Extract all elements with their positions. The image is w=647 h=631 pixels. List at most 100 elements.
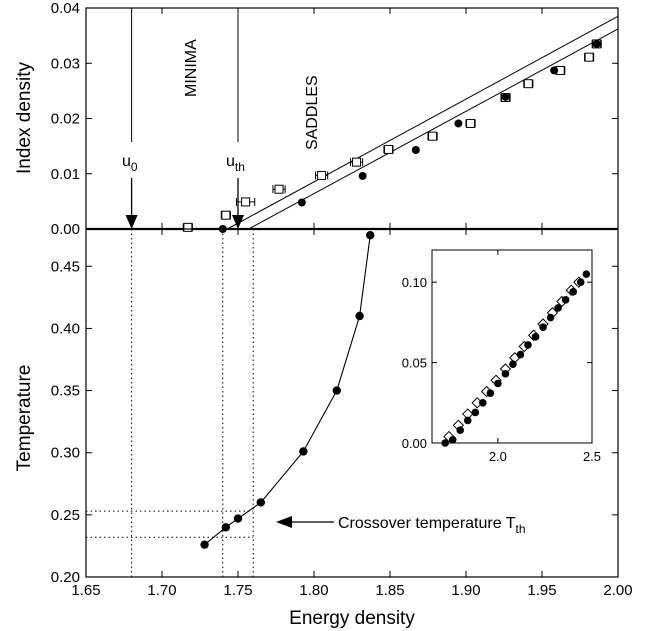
square-marker: [584, 52, 594, 62]
x-tick-label: 1.75: [223, 582, 252, 599]
data-point-circle: [550, 66, 559, 75]
inset-circle-point: [582, 270, 591, 278]
data-point-circle: [358, 171, 367, 180]
square-marker: [241, 197, 251, 207]
inset-circle-point: [516, 350, 525, 359]
inset-circle-point: [531, 333, 540, 341]
inset-circle-point: [524, 341, 532, 349]
temperature-point: [221, 523, 231, 532]
uth-marker-label: uth: [226, 153, 245, 174]
square-marker: [466, 118, 476, 128]
annotation-arrow-head: [276, 516, 292, 528]
x-tick-label: 1.85: [375, 582, 404, 599]
x-tick-label: 1.95: [527, 582, 556, 599]
square-marker: [221, 210, 231, 220]
x-tick-label: 1.65: [71, 582, 100, 599]
inset-circle-point: [494, 379, 502, 388]
crossover-annotation: Crossover temperature Tth: [338, 515, 526, 536]
top-y-tick-label: 0.00: [51, 221, 80, 238]
x-tick-label: 1.70: [147, 582, 176, 599]
temperature-point: [366, 231, 375, 240]
inset-x-tick-label: 2.5: [583, 449, 601, 464]
bottom-y-tick-label: 0.40: [51, 320, 80, 337]
data-point-square: [235, 197, 256, 207]
bottom-y-tick-label: 0.35: [51, 383, 80, 400]
top-y-axis-label: Index density: [14, 62, 35, 174]
inset-circle-point: [463, 416, 472, 425]
data-point-square: [272, 184, 286, 194]
square-marker: [523, 79, 533, 89]
temperature-point: [233, 514, 243, 523]
square-marker: [428, 131, 438, 141]
inset-circle-point: [441, 439, 449, 447]
temperature-point: [299, 447, 308, 456]
data-point-square: [523, 79, 534, 89]
data-point-square: [182, 222, 193, 232]
temperature-panel: 1.65 1.70 1.75 1.80 1.85 1.90 1.95 2.00 0.20 0.25…: [51, 228, 633, 599]
square-marker: [352, 157, 362, 167]
data-point-square: [465, 118, 476, 128]
inset-circle-point: [448, 435, 457, 444]
index-density-panel: 0.00 0.01 0.02 0.03 0.04: [51, 0, 619, 238]
inset-circle-point: [471, 408, 480, 417]
square-marker: [183, 222, 193, 232]
bottom-plot-frame: [85, 228, 619, 578]
inset-circle-point: [569, 288, 577, 296]
temperature-point: [200, 540, 209, 549]
inset-circle-point: [561, 296, 570, 304]
inset-circle-point: [554, 304, 562, 312]
bottom-y-axis-label: Temperature: [14, 365, 35, 472]
top-y-tick-label: 0.04: [51, 0, 80, 17]
bottom-y-tick-label: 0.20: [51, 569, 80, 586]
inset-y-tick-label: 0.00: [402, 436, 427, 451]
data-point-circle: [454, 119, 463, 128]
square-marker: [383, 144, 393, 154]
inset-y-tick-label: 0.10: [402, 275, 427, 290]
data-point-circle: [592, 39, 601, 48]
temperature-point: [332, 386, 341, 395]
x-tick-label: 1.90: [451, 582, 480, 599]
inset-circle-point: [486, 389, 495, 397]
region-label-saddles: SADDLES: [304, 75, 321, 150]
data-point-circle: [297, 198, 306, 207]
inset-panel: 2.0 2.5 0.00 0.05 0.10: [402, 249, 601, 464]
square-marker: [317, 170, 327, 180]
temperature-curve: [204, 235, 371, 546]
top-plot-frame: [85, 7, 619, 230]
data-point-square: [349, 157, 364, 167]
inset-frame: [431, 249, 593, 444]
bottom-y-tick-label: 0.30: [51, 445, 80, 462]
marker-arrow-head: [125, 215, 138, 229]
inset-y-tick-label: 0.05: [402, 356, 427, 371]
x-tick-label: 2.00: [603, 582, 632, 599]
marker-arrow-head: [232, 215, 244, 229]
x-axis-label: Energy density: [289, 608, 415, 629]
data-point-square: [315, 170, 329, 180]
inset-circle-point: [479, 398, 487, 407]
inset-circle-point: [576, 278, 585, 286]
temperature-point: [355, 311, 364, 321]
data-point-circle: [501, 92, 510, 101]
data-point-square: [427, 131, 438, 141]
square-marker: [274, 184, 284, 194]
top-y-tick-label: 0.01: [51, 166, 80, 183]
inset-circle-point: [509, 360, 517, 368]
top-y-tick-label: 0.03: [51, 55, 80, 72]
bottom-y-tick-label: 0.45: [51, 258, 80, 275]
bottom-y-tick-label: 0.25: [51, 507, 80, 524]
region-label-minima: MINIMA: [183, 39, 200, 97]
fit-line: [248, 28, 619, 230]
data-point-square: [383, 144, 394, 154]
top-y-tick-label: 0.02: [51, 111, 80, 128]
data-point-square: [220, 210, 231, 220]
inset-circle-point: [501, 370, 510, 378]
inset-circle-point: [546, 313, 555, 322]
data-point-square: [584, 52, 595, 62]
inset-x-tick-label: 2.0: [489, 449, 507, 464]
data-point-circle: [411, 145, 420, 154]
inset-circle-point: [539, 323, 547, 332]
temperature-point: [256, 498, 265, 507]
inset-circle-point: [456, 426, 465, 434]
u0-marker-label: u0: [122, 153, 138, 174]
